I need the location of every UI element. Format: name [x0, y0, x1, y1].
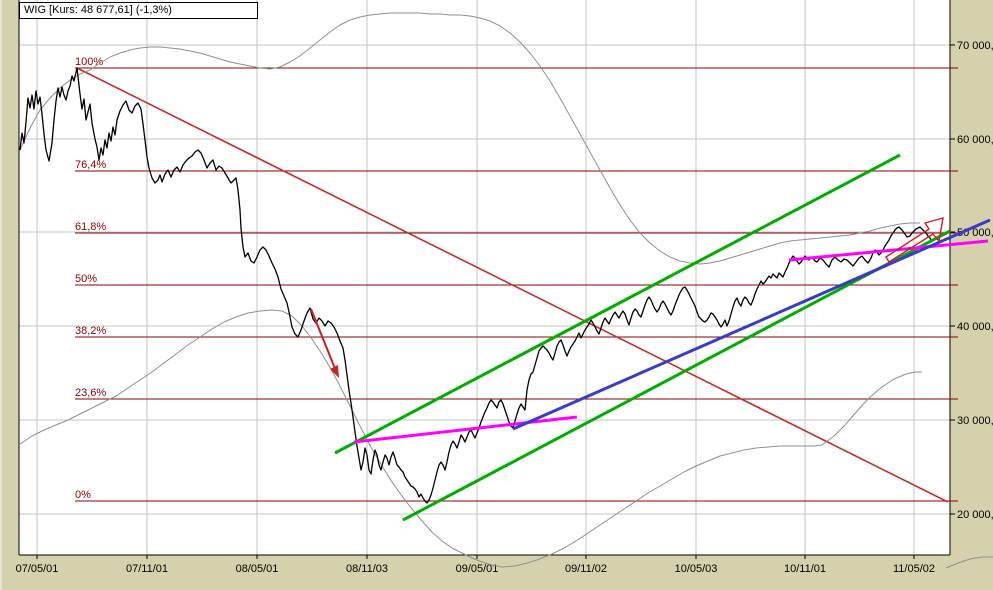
magenta-trendline-2[interactable]: [788, 239, 989, 262]
x-axis-label: 11/05/02: [893, 563, 935, 575]
x-axis-label: 07/05/01: [16, 563, 59, 575]
fibonacci-level-label: 23,6%: [75, 387, 106, 399]
x-axis-label: 10/11/01: [784, 563, 826, 575]
down-arrow-head: [330, 365, 339, 378]
fibonacci-level-label: 50%: [75, 273, 97, 285]
y-axis-label: 20 000,00: [957, 509, 993, 521]
x-axis-label: 09/05/01: [456, 563, 499, 575]
price-line: [19, 67, 932, 504]
down-arrow[interactable]: [310, 308, 337, 372]
fibonacci-level-label: 61,8%: [75, 221, 106, 233]
chart-title-box: WIG [Kurs: 48 677,61] (-1,3%): [19, 2, 258, 19]
fibonacci-level-label: 0%: [75, 489, 91, 501]
long-downtrend-line[interactable]: [76, 67, 949, 503]
x-axis-label: 08/05/01: [236, 563, 279, 575]
up-arrow-hollow[interactable]: [885, 217, 944, 263]
green-channel-upper[interactable]: [334, 153, 901, 455]
plot-area[interactable]: [19, 0, 950, 555]
green-channel-lower[interactable]: [402, 229, 951, 522]
x-axis-label: 09/11/02: [565, 563, 607, 575]
x-axis-label: 08/11/03: [346, 563, 388, 575]
fibonacci-level-label: 76,4%: [75, 159, 106, 171]
lower-envelope-tail-line: [945, 556, 993, 569]
blue-trendline[interactable]: [512, 218, 991, 431]
upper-envelope-line: [19, 12, 920, 265]
lower-envelope-line: [19, 309, 922, 568]
fibonacci-level-label: 38,2%: [75, 325, 106, 337]
x-axis-label: 10/05/03: [675, 563, 718, 575]
magenta-trendline-1[interactable]: [353, 415, 578, 444]
y-axis-label: 40 000,00: [957, 321, 993, 333]
x-axis-label: 07/11/01: [126, 563, 168, 575]
fibonacci-level-label: 100%: [75, 56, 103, 68]
y-axis-label: 60 000,00: [957, 134, 993, 146]
chart-title: WIG [Kurs: 48 677,61] (-1,3%): [24, 4, 172, 16]
y-axis-label: 30 000,00: [957, 415, 993, 427]
y-axis-label: 70 000,00: [957, 40, 993, 52]
